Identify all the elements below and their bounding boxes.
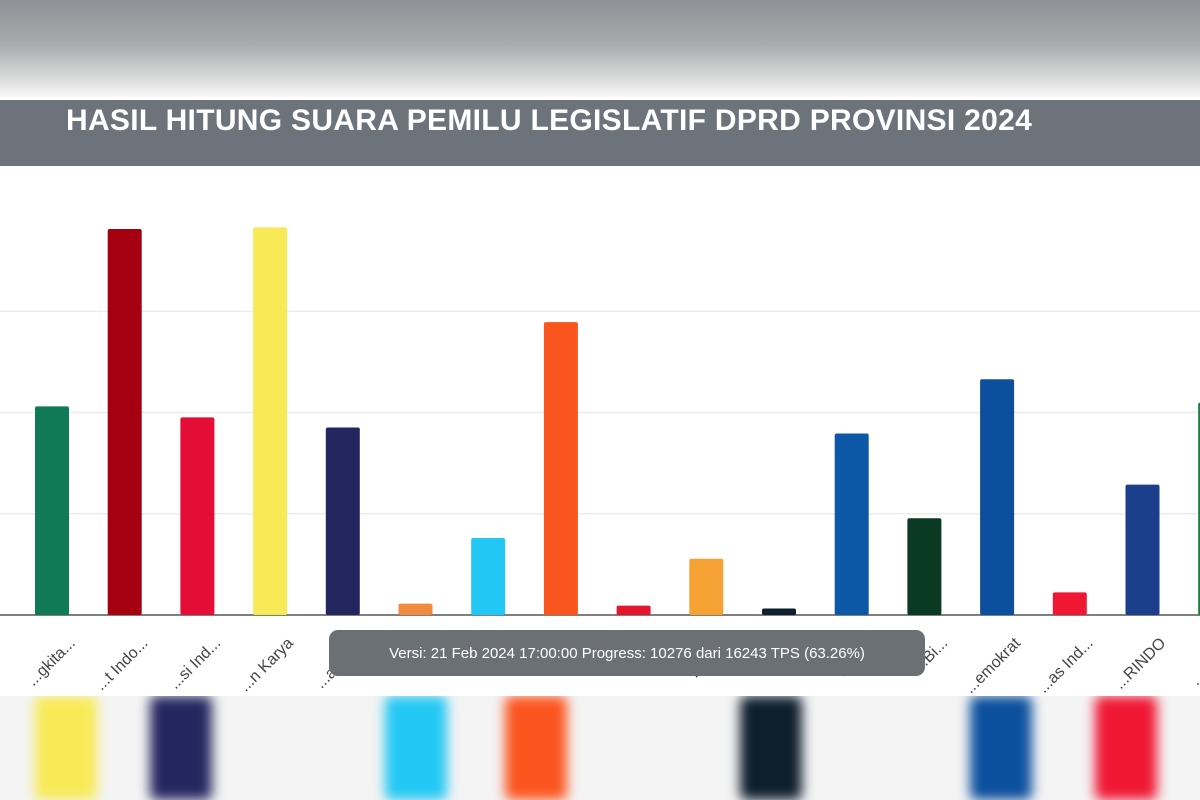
bars: [35, 227, 1200, 616]
title-bar: [0, 100, 1200, 166]
bar-16[interactable]: [1125, 484, 1160, 615]
progress-tooltip: Versi: 21 Feb 2024 17:00:00 Progress: 10…: [329, 630, 925, 676]
category-label-4: ...n Karya: [236, 635, 297, 696]
bar-13[interactable]: [907, 518, 942, 615]
category-label-1: ...gkita...: [24, 635, 79, 690]
category-label-16: ...RINDO: [1111, 635, 1169, 693]
blurred-swatch-6: [970, 696, 1032, 800]
gridlines: [0, 310, 1200, 616]
blurred-swatch-4: [505, 696, 567, 800]
bar-10[interactable]: [689, 558, 724, 615]
blurred-top-header: [0, 0, 1200, 100]
bar-11[interactable]: [762, 608, 796, 615]
blurred-bottom-region: [0, 696, 1200, 800]
bar-3[interactable]: [180, 417, 215, 615]
bar-4[interactable]: [253, 227, 288, 616]
blurred-swatch-2: [150, 696, 212, 800]
bar-9[interactable]: [616, 605, 651, 615]
bar-5[interactable]: [325, 427, 360, 615]
bar-8[interactable]: [543, 322, 578, 615]
bar-6[interactable]: [398, 603, 433, 615]
bar-1[interactable]: [35, 406, 69, 615]
blurred-swatch-3: [385, 696, 447, 800]
bar-15[interactable]: [1052, 592, 1087, 615]
blurred-swatch-1: [35, 696, 97, 800]
category-label-3: ...si Ind...: [166, 635, 224, 693]
category-label-17: ...n Pe...: [1188, 635, 1200, 689]
category-label-14: ...emokrat: [962, 634, 1025, 697]
category-label-15: ...as Ind...: [1035, 635, 1097, 697]
chart-title: HASIL HITUNG SUARA PEMILU LEGISLATIF DPR…: [66, 104, 1033, 137]
blurred-swatch-7: [1095, 696, 1157, 800]
bar-14[interactable]: [980, 379, 1015, 615]
category-label-2: ...t Indo...: [92, 635, 151, 694]
bar-12[interactable]: [834, 433, 869, 615]
bar-2[interactable]: [107, 229, 142, 615]
blurred-swatch-5: [740, 696, 802, 800]
tooltip-text: Versi: 21 Feb 2024 17:00:00 Progress: 10…: [389, 644, 865, 662]
bar-7[interactable]: [471, 538, 506, 615]
